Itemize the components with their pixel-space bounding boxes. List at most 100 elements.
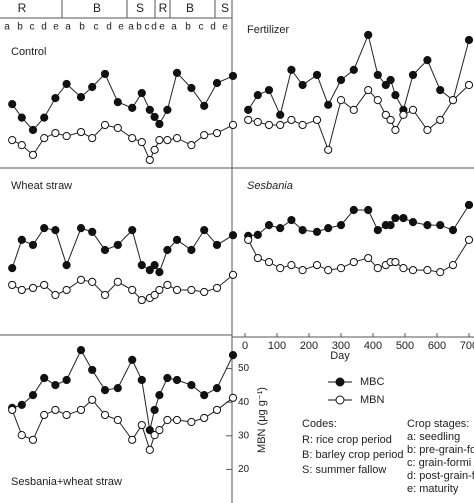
data-point — [228, 393, 238, 402]
data-point — [381, 110, 390, 120]
data-point — [88, 277, 97, 287]
data-point — [145, 425, 154, 435]
data-point — [88, 365, 97, 375]
data-point — [408, 266, 418, 275]
data-point — [8, 264, 17, 273]
data-point — [381, 80, 390, 90]
data-point — [244, 235, 253, 245]
data-point — [386, 75, 395, 85]
data-point — [373, 226, 382, 235]
crop-period: S — [221, 1, 229, 15]
data-point — [324, 100, 333, 109]
data-point — [298, 120, 307, 130]
data-point — [113, 415, 122, 425]
data-point — [8, 100, 17, 109]
data-point — [51, 290, 60, 300]
data-point — [76, 127, 86, 137]
stage: a: seedling — [407, 431, 460, 443]
data-point — [62, 285, 71, 295]
crop-period: R — [18, 1, 27, 15]
data-point — [423, 266, 432, 275]
crop-stage: e — [53, 22, 59, 33]
data-point — [464, 35, 474, 45]
data-point — [264, 257, 274, 267]
data-point — [312, 227, 322, 236]
crop-stage: c — [30, 22, 35, 33]
data-point — [324, 145, 333, 154]
data-point — [137, 295, 146, 305]
data-point — [364, 85, 373, 95]
data-point — [244, 105, 253, 114]
data-point — [100, 69, 110, 79]
x-tick-label: 100 — [268, 340, 286, 352]
stage: e: maturity — [407, 483, 459, 495]
data-point — [28, 125, 38, 135]
data-point — [128, 103, 137, 112]
data-point — [128, 435, 137, 444]
data-point — [228, 231, 238, 240]
data-point — [336, 75, 346, 85]
data-point — [40, 113, 49, 122]
data-point — [137, 138, 146, 147]
data-point — [264, 85, 274, 95]
code: B: barley crop period — [302, 449, 404, 461]
data-point — [155, 425, 164, 435]
data-point — [298, 80, 307, 90]
crop-stage: e — [159, 22, 165, 33]
data-point — [464, 235, 474, 245]
data-point — [76, 224, 86, 233]
crop-stage: d — [210, 22, 216, 33]
data-point — [17, 285, 26, 295]
stage: b: pre-grain-for — [407, 444, 474, 456]
data-point — [423, 56, 432, 65]
data-point — [287, 115, 296, 125]
data-point — [228, 120, 238, 130]
data-point — [172, 133, 182, 143]
data-point — [200, 391, 209, 400]
data-point — [244, 115, 253, 125]
data-point — [448, 226, 458, 235]
data-point — [373, 70, 382, 80]
crop-period: B — [186, 1, 194, 15]
crop-stage: b — [136, 22, 142, 33]
data-point — [28, 240, 38, 250]
x-tick-label: 500 — [396, 340, 414, 352]
data-point — [364, 30, 373, 40]
data-point — [399, 110, 408, 120]
panel-title: Sesbania+wheat straw — [11, 476, 122, 488]
data-point — [436, 221, 445, 230]
legend-marker — [335, 395, 345, 405]
crop-bar-dividers — [61, 0, 216, 18]
data-point — [145, 105, 154, 114]
data-point — [145, 266, 154, 275]
y-tick-label: 20 — [238, 464, 250, 475]
data-point — [150, 431, 159, 440]
data-point — [150, 145, 159, 154]
legend-label: MBC — [360, 376, 385, 388]
crop-period: S — [136, 1, 144, 15]
data-point — [62, 261, 71, 270]
data-point — [287, 65, 296, 74]
data-point — [373, 96, 382, 105]
data-point — [76, 93, 86, 102]
data-point — [172, 375, 182, 385]
data-point — [349, 205, 358, 215]
data-point — [17, 113, 26, 122]
data-point — [298, 226, 307, 235]
crop-stage: a — [4, 22, 10, 33]
y-tick-label: 40 — [238, 397, 250, 408]
data-point — [163, 136, 172, 145]
data-point — [150, 261, 159, 270]
data-point — [312, 70, 322, 80]
data-point — [137, 88, 146, 98]
data-point — [349, 65, 358, 74]
data-point — [187, 380, 196, 390]
data-point — [51, 405, 60, 415]
data-point — [163, 280, 172, 290]
data-point — [253, 230, 262, 239]
crop-stage: a — [171, 22, 177, 33]
x-tick-label: 600 — [428, 340, 446, 352]
data-point — [40, 133, 49, 143]
data-point — [113, 98, 122, 107]
data-point — [40, 224, 49, 233]
